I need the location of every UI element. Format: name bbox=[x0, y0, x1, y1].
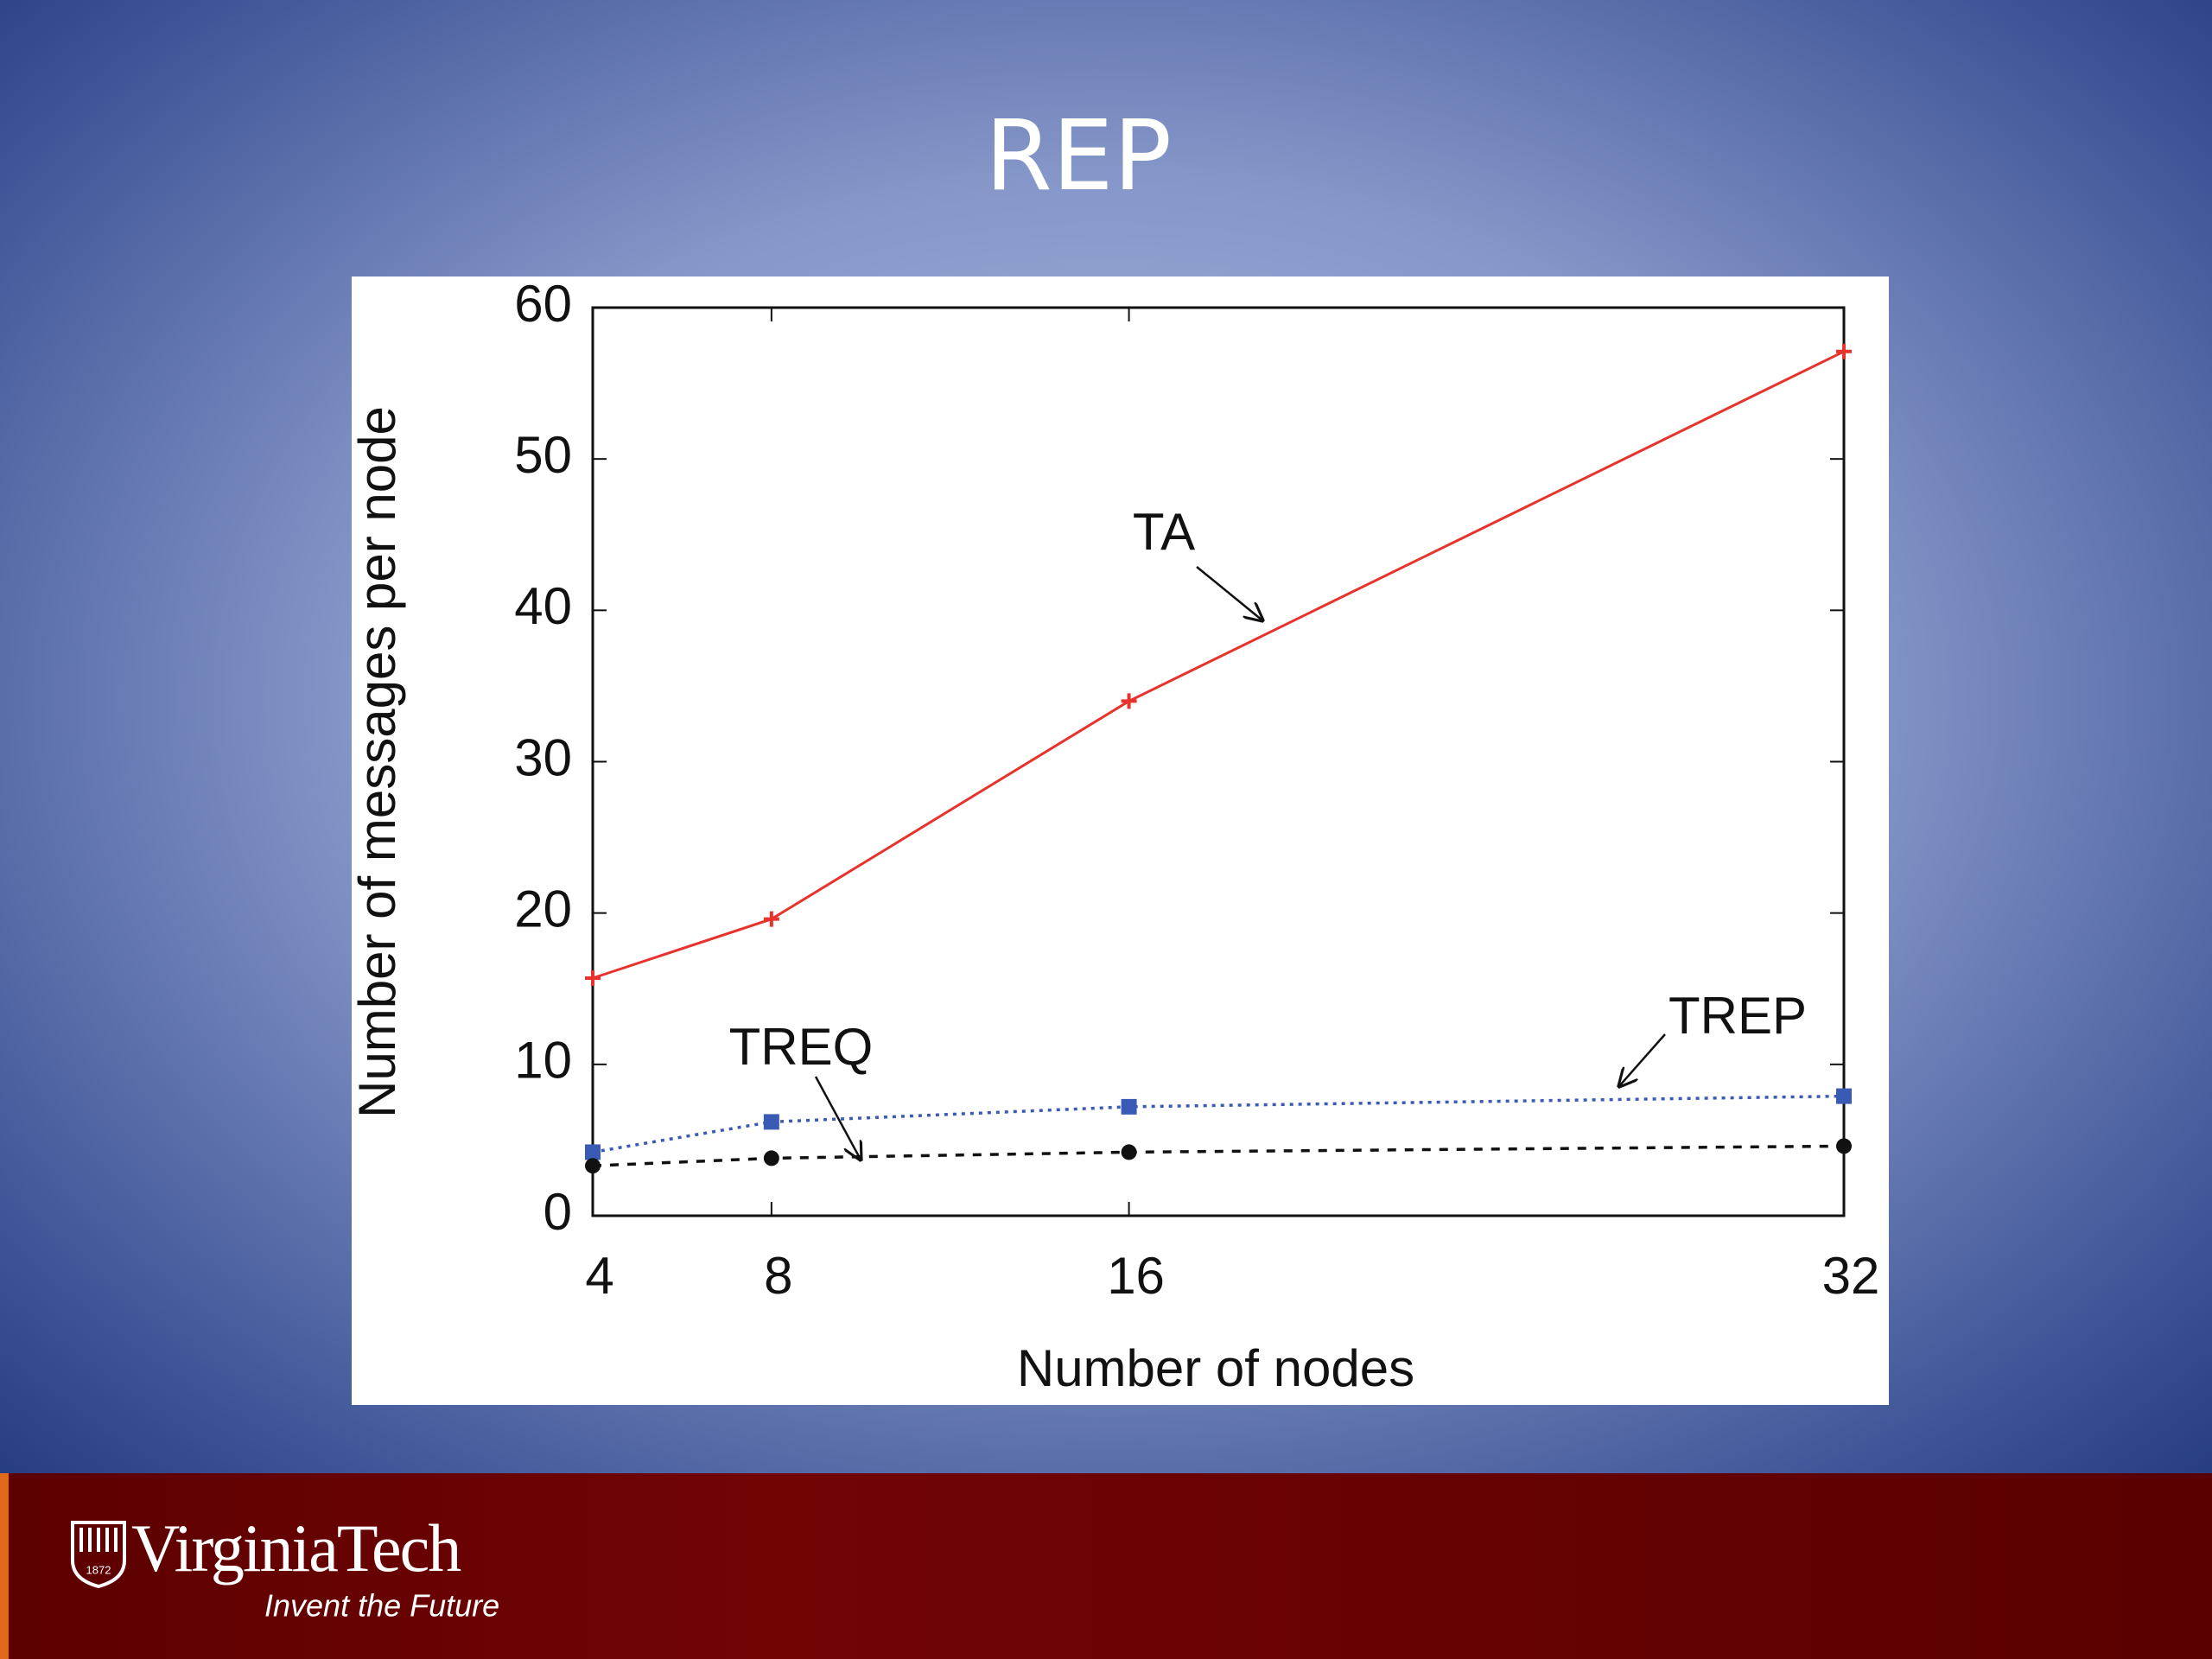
y-tick-label: 0 bbox=[543, 1183, 572, 1241]
y-tick-label: 60 bbox=[514, 275, 572, 333]
footer-accent bbox=[0, 1473, 9, 1659]
chart: 0 10 20 30 40 50 60 4 8 16 32 Number of nodes Number… bbox=[348, 275, 1880, 1397]
x-tick-label: 32 bbox=[1822, 1247, 1880, 1305]
point bbox=[763, 1150, 779, 1166]
y-tick-label: 40 bbox=[514, 577, 572, 635]
footer-band bbox=[0, 1473, 2212, 1659]
chart-background bbox=[352, 276, 1889, 1405]
label-arrow bbox=[1196, 566, 1262, 620]
y-tick-label: 20 bbox=[514, 880, 572, 938]
point bbox=[1836, 1088, 1852, 1104]
label-arrow bbox=[814, 1076, 861, 1160]
point bbox=[1121, 1144, 1137, 1160]
point bbox=[763, 1114, 779, 1130]
logo-columns bbox=[79, 1528, 118, 1552]
brand-name: VirginiaTech bbox=[131, 1510, 461, 1586]
series-line bbox=[592, 350, 1845, 980]
y-tick-label: 30 bbox=[514, 728, 572, 786]
logo-shield bbox=[71, 1521, 126, 1589]
logo-year: 1872 bbox=[86, 1563, 111, 1576]
series-line bbox=[592, 1144, 1845, 1167]
point bbox=[1836, 1138, 1852, 1154]
logo: 1872 VirginiaTech Invent the Future bbox=[71, 1510, 499, 1624]
point bbox=[1121, 693, 1137, 709]
x-axis-label: Number of nodes bbox=[1017, 1339, 1414, 1397]
brand-tagline: Invent the Future bbox=[264, 1588, 499, 1624]
label-arrow bbox=[1619, 1033, 1666, 1086]
x-tick-label: 4 bbox=[585, 1247, 613, 1305]
y-axis-label: Number of messages per node bbox=[348, 406, 406, 1118]
point bbox=[585, 1144, 601, 1160]
y-tick-label: 10 bbox=[514, 1032, 572, 1090]
series-label: TREP bbox=[1669, 987, 1807, 1045]
y-tick-label: 50 bbox=[514, 426, 572, 484]
x-tick-label: 16 bbox=[1107, 1247, 1165, 1305]
point bbox=[1836, 343, 1852, 359]
point bbox=[763, 911, 779, 927]
point bbox=[585, 969, 601, 986]
series-label: TREQ bbox=[729, 1018, 874, 1076]
point bbox=[1121, 1098, 1137, 1115]
x-tick-label: 8 bbox=[764, 1247, 792, 1305]
point bbox=[585, 1158, 601, 1174]
series-label: TA bbox=[1133, 503, 1195, 561]
slide-title: REP bbox=[985, 100, 1172, 213]
